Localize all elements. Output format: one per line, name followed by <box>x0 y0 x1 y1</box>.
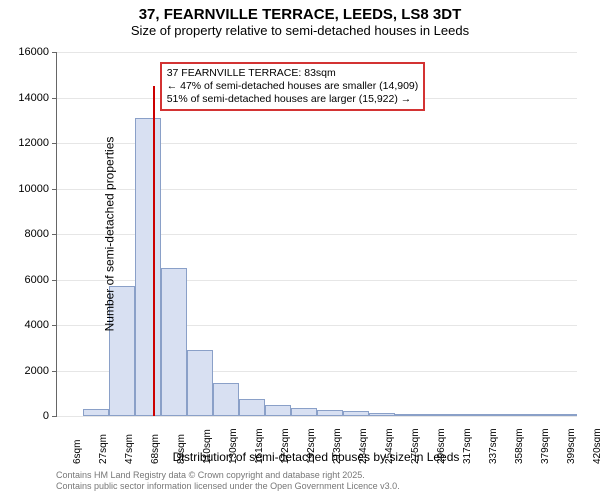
y-tick-label: 0 <box>9 410 49 422</box>
histogram-bar <box>291 408 317 416</box>
histogram-bar <box>161 268 187 416</box>
histogram-bar <box>135 118 161 416</box>
y-tick-label: 14000 <box>9 92 49 104</box>
y-tick-label: 6000 <box>9 274 49 286</box>
histogram-bar <box>187 350 213 416</box>
y-tick <box>52 234 57 235</box>
figure: { "title": "37, FEARNVILLE TERRACE, LEED… <box>0 0 600 500</box>
y-tick-label: 2000 <box>9 365 49 377</box>
y-tick <box>52 98 57 99</box>
annotation-line: 51% of semi-detached houses are larger (… <box>167 93 419 106</box>
y-tick <box>52 143 57 144</box>
y-tick-label: 8000 <box>9 228 49 240</box>
chart-area: 020004000600080001000012000140001600037 … <box>56 52 576 416</box>
x-tick-label: 420sqm <box>592 428 600 464</box>
y-tick-label: 16000 <box>9 46 49 58</box>
x-axis-title: Distribution of semi-detached houses by … <box>56 450 576 464</box>
plot-area: 020004000600080001000012000140001600037 … <box>56 52 577 417</box>
chart-subtitle: Size of property relative to semi-detach… <box>0 23 600 40</box>
y-tick-label: 4000 <box>9 319 49 331</box>
y-tick-label: 10000 <box>9 183 49 195</box>
y-tick-label: 12000 <box>9 137 49 149</box>
footer-line-2: Contains public sector information licen… <box>56 481 400 492</box>
y-axis-title: Number of semi-detached properties <box>102 137 116 332</box>
histogram-bar <box>265 405 291 416</box>
reference-line <box>153 86 155 416</box>
y-tick <box>52 280 57 281</box>
y-tick <box>52 52 57 53</box>
chart-title: 37, FEARNVILLE TERRACE, LEEDS, LS8 3DT <box>0 0 600 23</box>
histogram-bar <box>239 399 265 416</box>
y-tick <box>52 325 57 326</box>
footer-line-1: Contains HM Land Registry data © Crown c… <box>56 470 400 481</box>
gridline <box>57 52 577 53</box>
annotation-box: 37 FEARNVILLE TERRACE: 83sqm← 47% of sem… <box>160 62 426 111</box>
y-tick <box>52 189 57 190</box>
histogram-bar <box>213 383 239 416</box>
annotation-line: ← 47% of semi-detached houses are smalle… <box>167 80 419 93</box>
attribution-footer: Contains HM Land Registry data © Crown c… <box>56 470 400 493</box>
annotation-line: 37 FEARNVILLE TERRACE: 83sqm <box>167 67 419 80</box>
histogram-bar <box>83 409 109 416</box>
y-tick <box>52 371 57 372</box>
